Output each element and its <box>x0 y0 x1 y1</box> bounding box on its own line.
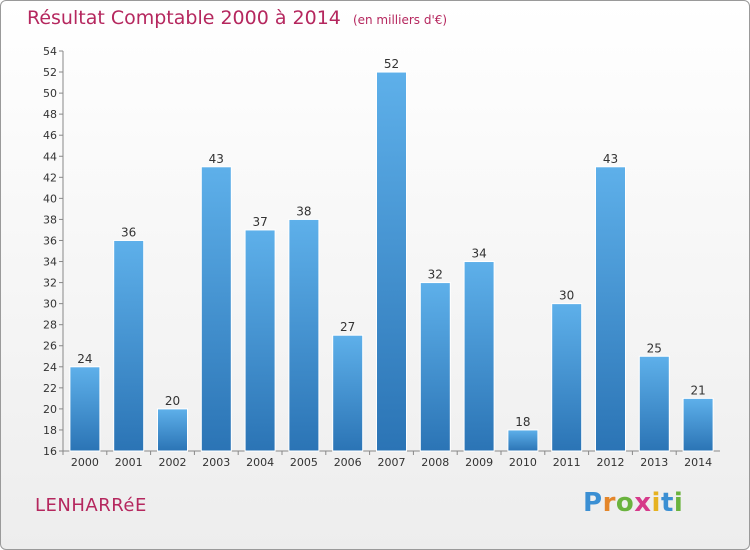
bar-value-label: 36 <box>121 225 136 239</box>
x-tick-label: 2007 <box>378 456 406 469</box>
bar-value-label: 27 <box>340 320 355 334</box>
bar-value-label: 21 <box>690 383 705 397</box>
bar <box>595 166 626 452</box>
proxiti-logo: Proxiti <box>583 488 683 518</box>
bar-value-label: 43 <box>603 152 618 166</box>
y-tick-label: 32 <box>43 277 57 290</box>
bar-value-label: 32 <box>428 268 443 282</box>
bar-value-label: 37 <box>252 215 267 229</box>
y-tick-label: 22 <box>43 382 57 395</box>
chart-title: Résultat Comptable 2000 à 2014 (en milli… <box>27 7 447 29</box>
logo-letter: r <box>602 488 616 518</box>
bar <box>200 166 232 452</box>
bar-value-label: 18 <box>515 415 530 429</box>
logo-letter: o <box>615 488 635 518</box>
x-tick-label: 2014 <box>684 456 712 469</box>
y-tick-label: 28 <box>43 319 57 332</box>
x-tick-label: 2010 <box>509 456 537 469</box>
logo-letter: t <box>660 488 674 518</box>
x-tick-label: 2004 <box>246 456 274 469</box>
y-tick-label: 40 <box>43 192 57 205</box>
y-tick-label: 24 <box>43 361 57 374</box>
y-tick-label: 52 <box>43 66 57 79</box>
y-tick-label: 46 <box>43 129 57 142</box>
y-tick-label: 26 <box>43 340 57 353</box>
x-tick-label: 2005 <box>290 456 318 469</box>
x-tick-label: 2011 <box>553 456 581 469</box>
bar-value-label: 34 <box>471 247 486 261</box>
x-tick-label: 2013 <box>640 456 668 469</box>
y-tick-label: 16 <box>43 445 57 458</box>
y-tick-label: 38 <box>43 213 57 226</box>
bar-value-label: 24 <box>77 352 92 366</box>
x-tick-label: 2006 <box>334 456 362 469</box>
bars: 24 36 20 43 37 38 27 52 32 34 18 30 43 25 21 <box>69 57 714 452</box>
x-tick-label: 2009 <box>465 456 493 469</box>
y-tick-label: 36 <box>43 234 57 247</box>
y-tick-label: 48 <box>43 108 57 121</box>
y-tick-label: 50 <box>43 87 57 100</box>
bar <box>507 429 539 452</box>
x-axis: 2000 2001 2002 2003 2004 2005 2006 2007 2008 2009… <box>62 450 720 469</box>
bar <box>157 408 188 452</box>
bar <box>332 334 364 452</box>
bar <box>551 303 583 452</box>
bar-value-label: 20 <box>165 394 180 408</box>
y-tick-label: 34 <box>43 256 57 269</box>
x-tick-label: 2001 <box>115 456 143 469</box>
logo-letter: P <box>583 488 603 518</box>
logo-letter: i <box>651 488 661 518</box>
bar-value-label: 43 <box>209 152 224 166</box>
bar-value-label: 25 <box>647 341 662 355</box>
bar <box>69 366 101 452</box>
x-tick-label: 2012 <box>597 456 625 469</box>
x-tick-label: 2008 <box>421 456 449 469</box>
bar <box>376 71 407 452</box>
y-tick-label: 20 <box>43 403 57 416</box>
x-tick-label: 2003 <box>202 456 230 469</box>
bar <box>463 261 495 452</box>
y-tick-label: 54 <box>43 45 57 58</box>
chart-title-text: Résultat Comptable 2000 à 2014 <box>27 7 341 29</box>
x-tick-label: 2002 <box>159 456 187 469</box>
bar <box>288 218 320 452</box>
bar <box>638 355 670 452</box>
y-tick-label: 18 <box>43 424 57 437</box>
bar <box>419 282 451 452</box>
y-tick-label: 42 <box>43 171 57 184</box>
bar <box>682 397 714 452</box>
bar-value-label: 30 <box>559 289 574 303</box>
bar-value-label: 38 <box>296 204 311 218</box>
bar <box>113 239 145 452</box>
logo-letter: i <box>673 488 684 518</box>
y-tick-label: 44 <box>43 150 57 163</box>
place-name: LENHARRéE <box>35 495 147 516</box>
bar <box>244 229 276 452</box>
y-axis: 16 18 20 22 24 26 28 30 32 34 36 38 40 42 44 46 48 50 52 54 <box>43 45 64 458</box>
bar-value-label: 52 <box>384 57 399 71</box>
chart-subtitle: (en milliers d'€) <box>352 13 448 27</box>
logo-letter: x <box>634 488 652 518</box>
y-tick-label: 30 <box>43 298 57 311</box>
x-tick-label: 2000 <box>71 456 99 469</box>
